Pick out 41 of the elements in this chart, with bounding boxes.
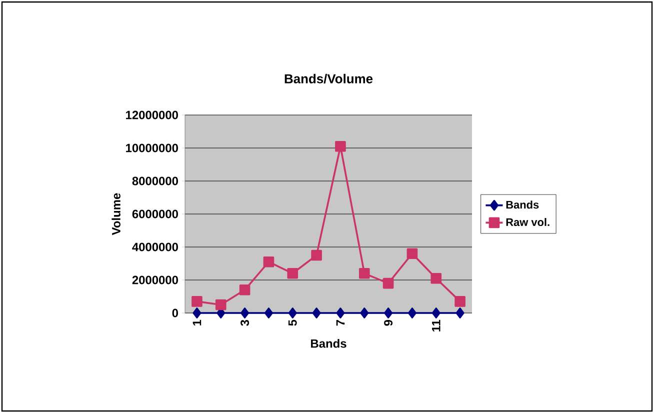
point — [192, 296, 202, 307]
y-axis-title: Volume — [112, 193, 120, 236]
x-tick-label: 1 — [192, 320, 202, 326]
point — [264, 308, 273, 318]
legend-label: Bands — [506, 200, 539, 209]
point — [382, 278, 394, 289]
point — [311, 250, 322, 261]
x-tick-label: 9 — [384, 320, 393, 326]
point — [335, 140, 346, 152]
point — [432, 308, 440, 318]
y-tick-label: 10000000 — [126, 144, 178, 152]
point — [408, 308, 416, 318]
y-tick-label: 12000000 — [126, 110, 178, 120]
point — [239, 284, 250, 296]
point — [456, 308, 464, 318]
y-tick-label: 6000000 — [132, 210, 178, 218]
point — [336, 308, 345, 318]
chart-title: Bands/Volume — [284, 74, 373, 84]
x-tick-label: 7 — [336, 320, 345, 326]
y-tick-label: 4000000 — [132, 242, 178, 252]
point — [263, 256, 274, 268]
point — [240, 308, 250, 318]
x-tick-label: 3 — [240, 320, 250, 326]
y-tick-label: 0 — [172, 308, 178, 318]
point — [312, 308, 321, 318]
point — [287, 268, 298, 279]
point — [360, 308, 369, 318]
point — [430, 272, 442, 284]
point — [192, 308, 202, 318]
y-tick-label: 2000000 — [132, 276, 178, 284]
y-tick-label: 8000000 — [132, 176, 178, 186]
point — [288, 308, 297, 318]
x-tick-label: 11 — [432, 320, 440, 332]
point — [384, 308, 393, 318]
point — [358, 268, 370, 279]
point — [406, 248, 418, 259]
x-axis-title: Bands — [311, 339, 346, 348]
x-tick-label: 5 — [288, 320, 297, 326]
point — [454, 296, 466, 307]
point — [215, 299, 226, 310]
legend-label: Raw vol. — [506, 218, 550, 226]
